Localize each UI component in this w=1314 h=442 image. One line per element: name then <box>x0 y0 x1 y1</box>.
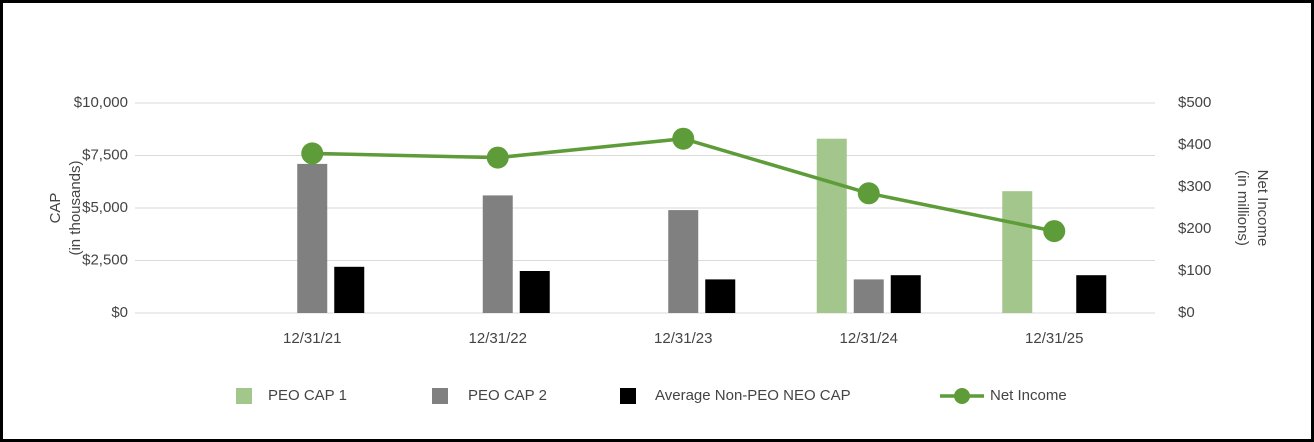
y-axis-title: CAP <box>47 193 64 224</box>
y2-tick-label: $300 <box>1178 178 1211 195</box>
bar <box>705 279 736 313</box>
y2-tick-label: $200 <box>1178 220 1211 237</box>
bar <box>519 271 550 313</box>
line-marker <box>672 127 695 150</box>
bar <box>816 138 847 313</box>
line-marker <box>301 142 324 165</box>
bar <box>890 275 921 313</box>
legend-item: Net Income <box>940 387 1067 404</box>
y-tick-label: $10,000 <box>74 94 128 111</box>
x-tick-label: 12/31/22 <box>469 330 527 347</box>
y2-tick-label: $100 <box>1178 262 1211 279</box>
y2-axis-title: Net Income <box>1254 170 1271 247</box>
legend-label: PEO CAP 1 <box>268 387 347 404</box>
legend-item: PEO CAP 1 <box>236 387 347 404</box>
y-tick-label: $2,500 <box>82 251 128 268</box>
legend-label: Net Income <box>990 387 1067 404</box>
bar <box>668 210 699 313</box>
y-tick-label: $7,500 <box>82 146 128 163</box>
legend-label: PEO CAP 2 <box>468 387 547 404</box>
y2-tick-label: $0 <box>1178 304 1195 321</box>
bar <box>1076 275 1107 313</box>
x-tick-label: 12/31/23 <box>654 330 712 347</box>
y2-tick-label: $400 <box>1178 136 1211 153</box>
legend-item: PEO CAP 2 <box>432 387 547 404</box>
line-marker <box>1043 220 1066 243</box>
line-marker <box>486 146 509 169</box>
y2-tick-label: $500 <box>1178 94 1211 111</box>
y-axis-title: (in thousands) <box>67 160 84 255</box>
legend-label: Average Non-PEO NEO CAP <box>655 387 851 404</box>
x-tick-label: 12/31/25 <box>1025 330 1083 347</box>
y-tick-label: $0 <box>111 304 128 321</box>
legend-marker <box>954 388 970 404</box>
bar <box>297 163 328 313</box>
x-tick-label: 12/31/24 <box>840 330 898 347</box>
y2-axis-title: (in millions) <box>1234 170 1251 246</box>
bar <box>853 279 884 313</box>
x-tick-label: 12/31/21 <box>283 330 341 347</box>
y-tick-label: $5,000 <box>82 199 128 216</box>
legend-swatch <box>620 388 636 404</box>
bar <box>482 195 513 313</box>
bar <box>334 266 365 313</box>
legend-swatch <box>236 388 252 404</box>
line-marker <box>857 182 880 205</box>
legend-swatch <box>432 388 448 404</box>
legend-item: Average Non-PEO NEO CAP <box>620 387 851 404</box>
bar <box>1002 191 1033 313</box>
